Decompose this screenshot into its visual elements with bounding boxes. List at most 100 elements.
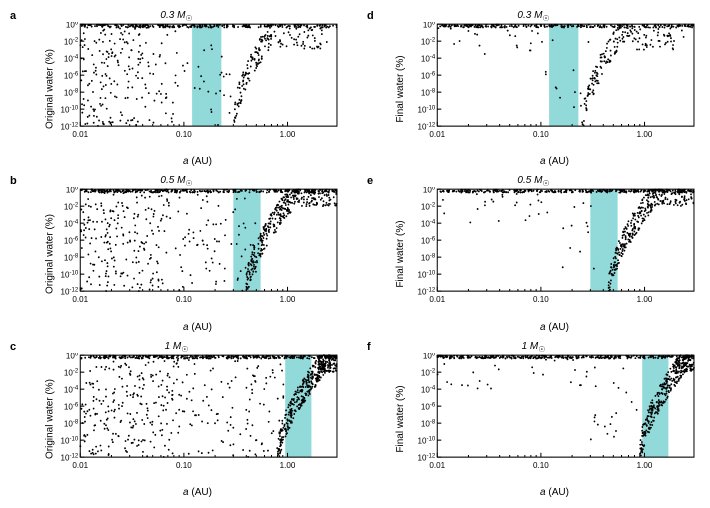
plot-area: 0.010.101.0010010-210-410-610-810-1010-1…: [56, 353, 339, 472]
x-axis-label: a (AU): [56, 322, 339, 333]
svg-text:10-10: 10-10: [60, 104, 78, 115]
svg-text:10-2: 10-2: [64, 201, 79, 212]
svg-text:10-2: 10-2: [64, 366, 79, 377]
svg-text:1.00: 1.00: [280, 129, 296, 139]
highlight-band: [285, 355, 311, 457]
panel-title-value: 0.5: [160, 175, 174, 186]
svg-text:0.01: 0.01: [72, 294, 88, 304]
x-axis-unit: (AU): [548, 322, 569, 333]
svg-text:0.01: 0.01: [72, 129, 88, 139]
highlight-band: [233, 189, 260, 291]
x-axis-var: a: [540, 487, 546, 498]
svg-text:10-10: 10-10: [417, 269, 435, 280]
svg-text:10-2: 10-2: [421, 36, 436, 47]
panel-title-suffix: M: [530, 341, 538, 352]
panel-c: c1 M☉Original water (%)a (AU)0.010.101.0…: [10, 341, 343, 498]
y-axis-label: Final water (%): [395, 55, 406, 122]
x-axis-var: a: [183, 487, 189, 498]
svg-text:10-10: 10-10: [417, 104, 435, 115]
svg-text:10-2: 10-2: [64, 36, 79, 47]
panel-a: a0.3 M☉Original water (%)a (AU)0.010.101…: [10, 10, 343, 167]
svg-text:100: 100: [423, 187, 436, 194]
svg-text:100: 100: [423, 353, 436, 360]
panel-title-value: 0.3: [517, 10, 531, 21]
y-axis-label: Original water (%): [45, 214, 56, 294]
svg-text:10-8: 10-8: [64, 252, 79, 263]
svg-text:10-8: 10-8: [421, 417, 436, 428]
svg-text:100: 100: [423, 22, 436, 29]
x-axis-var: a: [540, 322, 546, 333]
svg-text:10-4: 10-4: [64, 383, 79, 394]
svg-text:1.00: 1.00: [280, 294, 296, 304]
svg-text:10-6: 10-6: [421, 70, 436, 81]
x-axis-var: a: [183, 156, 189, 167]
highlight-band: [192, 24, 221, 126]
svg-text:100: 100: [66, 353, 79, 360]
svg-text:10-6: 10-6: [64, 70, 79, 81]
svg-text:0.10: 0.10: [176, 294, 192, 304]
svg-text:10-8: 10-8: [64, 417, 79, 428]
svg-text:10-4: 10-4: [421, 383, 436, 394]
svg-text:1.00: 1.00: [637, 294, 653, 304]
svg-text:1.00: 1.00: [637, 459, 653, 469]
svg-text:10-10: 10-10: [60, 434, 78, 445]
svg-text:1.00: 1.00: [637, 129, 653, 139]
svg-text:0.01: 0.01: [429, 459, 445, 469]
plot-area: 0.010.101.0010010-210-410-610-810-1010-1…: [56, 22, 339, 141]
panel-e: e0.5 M☉Final water (%)a (AU)0.010.101.00…: [367, 175, 700, 332]
svg-text:10-10: 10-10: [417, 434, 435, 445]
scatter-points: [439, 189, 694, 292]
y-axis-label: Final water (%): [395, 386, 406, 453]
panel-title-value: 1: [165, 341, 171, 352]
svg-text:10-8: 10-8: [64, 87, 79, 98]
x-axis-label: a (AU): [413, 322, 696, 333]
svg-text:10-6: 10-6: [64, 400, 79, 411]
x-axis-label: a (AU): [413, 156, 696, 167]
x-axis-var: a: [540, 156, 546, 167]
svg-text:0.01: 0.01: [72, 459, 88, 469]
svg-text:0.10: 0.10: [176, 459, 192, 469]
svg-text:0.10: 0.10: [533, 294, 549, 304]
svg-text:100: 100: [66, 187, 79, 194]
svg-text:10-2: 10-2: [421, 201, 436, 212]
svg-text:10-4: 10-4: [64, 53, 79, 64]
scatter-points: [80, 189, 338, 293]
figure-grid: a0.3 M☉Original water (%)a (AU)0.010.101…: [10, 10, 700, 498]
svg-text:10-4: 10-4: [421, 53, 436, 64]
svg-text:1.00: 1.00: [280, 459, 296, 469]
highlight-band: [549, 24, 578, 126]
highlight-band: [642, 355, 668, 457]
y-axis-label: Original water (%): [45, 49, 56, 129]
x-axis-label: a (AU): [56, 487, 339, 498]
svg-text:10-4: 10-4: [421, 218, 436, 229]
plot-area: 0.010.101.0010010-210-410-610-810-1010-1…: [56, 187, 339, 306]
panel-title-value: 0.5: [517, 175, 531, 186]
panel-title-value: 0.3: [160, 10, 174, 21]
panel-b: b0.5 M☉Original water (%)a (AU)0.010.101…: [10, 175, 343, 332]
svg-text:10-6: 10-6: [421, 235, 436, 246]
panel-title-value: 1: [522, 341, 528, 352]
panel-f: f1 M☉Final water (%)a (AU)0.010.101.0010…: [367, 341, 700, 498]
svg-text:0.01: 0.01: [429, 129, 445, 139]
x-axis-unit: (AU): [191, 322, 212, 333]
svg-text:0.01: 0.01: [429, 294, 445, 304]
panel-title-suffix: M: [173, 341, 181, 352]
x-axis-unit: (AU): [191, 487, 212, 498]
svg-text:10-2: 10-2: [421, 366, 436, 377]
y-axis-label: Original water (%): [45, 379, 56, 459]
svg-text:100: 100: [66, 22, 79, 29]
svg-text:10-8: 10-8: [421, 252, 436, 263]
panel-d: d0.3 M☉Final water (%)a (AU)0.010.101.00…: [367, 10, 700, 167]
x-axis-label: a (AU): [413, 487, 696, 498]
x-axis-label: a (AU): [56, 156, 339, 167]
svg-text:10-4: 10-4: [64, 218, 79, 229]
svg-text:10-8: 10-8: [421, 87, 436, 98]
svg-text:0.10: 0.10: [533, 129, 549, 139]
svg-text:10-6: 10-6: [64, 235, 79, 246]
plot-area: 0.010.101.0010010-210-410-610-810-1010-1…: [413, 187, 696, 306]
x-axis-unit: (AU): [191, 156, 212, 167]
svg-text:0.10: 0.10: [176, 129, 192, 139]
x-axis-unit: (AU): [548, 156, 569, 167]
svg-text:10-6: 10-6: [421, 400, 436, 411]
plot-area: 0.010.101.0010010-210-410-610-810-1010-1…: [413, 353, 696, 472]
